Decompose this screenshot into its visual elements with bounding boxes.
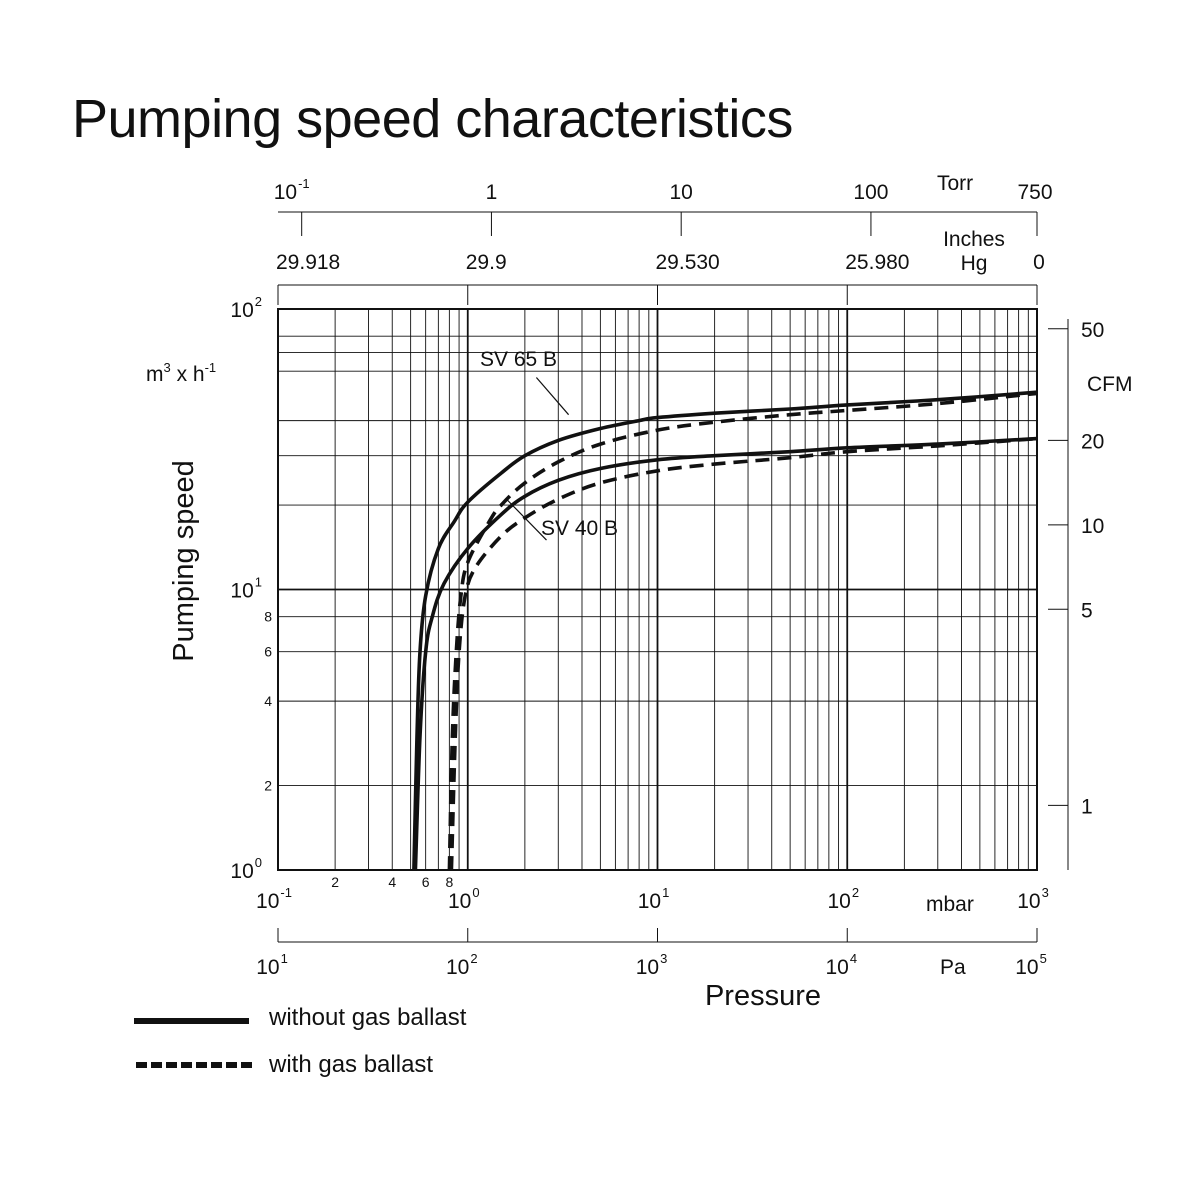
series-sv40-without [413,436,1038,871]
inhg-tick-label: 0 [1033,251,1045,274]
cfm-tick-label: 20 [1081,430,1104,453]
cfm-tick-label: 10 [1081,515,1104,538]
torr-tick-label: 10-1 [274,176,310,204]
curve-annotations: SV 65 B SV 40 B [480,348,618,541]
x-minor-tick-label: 6 [422,874,430,890]
inhg-tick-label: 25.980 [845,251,909,274]
torr-tick-label: 10 [670,181,693,204]
torr-unit-label: Torr [937,172,973,195]
series-sv40-with [449,436,1038,871]
annotation-sv65b: SV 65 B [480,348,557,371]
x-minor-tick-label: 8 [445,874,453,890]
pa-tick-label: 101 [256,951,288,979]
x-unit-label: mbar [926,893,974,916]
annotation-leader-sv40b [506,498,547,541]
y-minor-tick-label: 6 [264,644,272,660]
y-minor-tick-label: 8 [264,609,272,625]
inhg-unit-label-line1: Inches [943,228,1005,251]
series-sv65-with [447,391,1038,871]
torr-tick-label: 1 [486,181,498,204]
grid-lines [278,309,1037,870]
cfm-tick-label: 50 [1081,319,1104,342]
legend-label-without-gas-ballast: without gas ballast [268,1004,467,1031]
pa-tick-label: 103 [636,951,668,979]
y-axis-title: Pumping speed [168,460,200,662]
x-minor-tick-label: 2 [331,874,339,890]
torr-tick-label: 100 [853,181,888,204]
x-tick-label: 102 [827,885,859,913]
legend-label-with-gas-ballast: with gas ballast [268,1051,433,1078]
data-series [412,390,1038,871]
inhg-tick-label: 29.918 [276,251,340,274]
y-minor-tick-label: 4 [264,693,272,709]
annotation-leader-sv65b [535,377,570,416]
pa-unit-label: Pa [940,956,966,979]
plot-frame [277,308,1038,871]
y-minor-tick-label: 2 [264,778,272,794]
y-tick-label: 101 [230,575,262,603]
chart-title: Pumping speed characteristics [72,89,793,149]
cfm-unit-label: CFM [1087,373,1133,396]
x-axis-title: Pressure [705,980,821,1012]
x-tick-label: 10-1 [256,885,292,913]
plot-border [277,308,1038,871]
legend: without gas ballast with gas ballast [134,1004,467,1078]
series-sv65-without [412,390,1038,871]
y-unit-label: m3 x h-1 [146,360,216,386]
cfm-tick-label: 1 [1081,795,1093,818]
pa-tick-label: 105 [1015,951,1047,979]
cfm-tick-label: 5 [1081,599,1093,622]
y-tick-label: 102 [230,294,262,322]
x-tick-label: 100 [448,885,480,913]
annotation-sv40b: SV 40 B [541,517,618,540]
torr-tick-label: 750 [1017,181,1052,204]
x-tick-label: 101 [638,885,670,913]
x-tick-label: 103 [1017,885,1049,913]
inhg-tick-label: 29.9 [466,251,507,274]
x-minor-tick-label: 4 [388,874,396,890]
inhg-tick-label: 29.530 [656,251,720,274]
y-tick-label: 100 [230,855,262,883]
pa-tick-label: 102 [446,951,478,979]
inhg-unit-label-line2: Hg [961,252,988,275]
pa-tick-label: 104 [825,951,857,979]
